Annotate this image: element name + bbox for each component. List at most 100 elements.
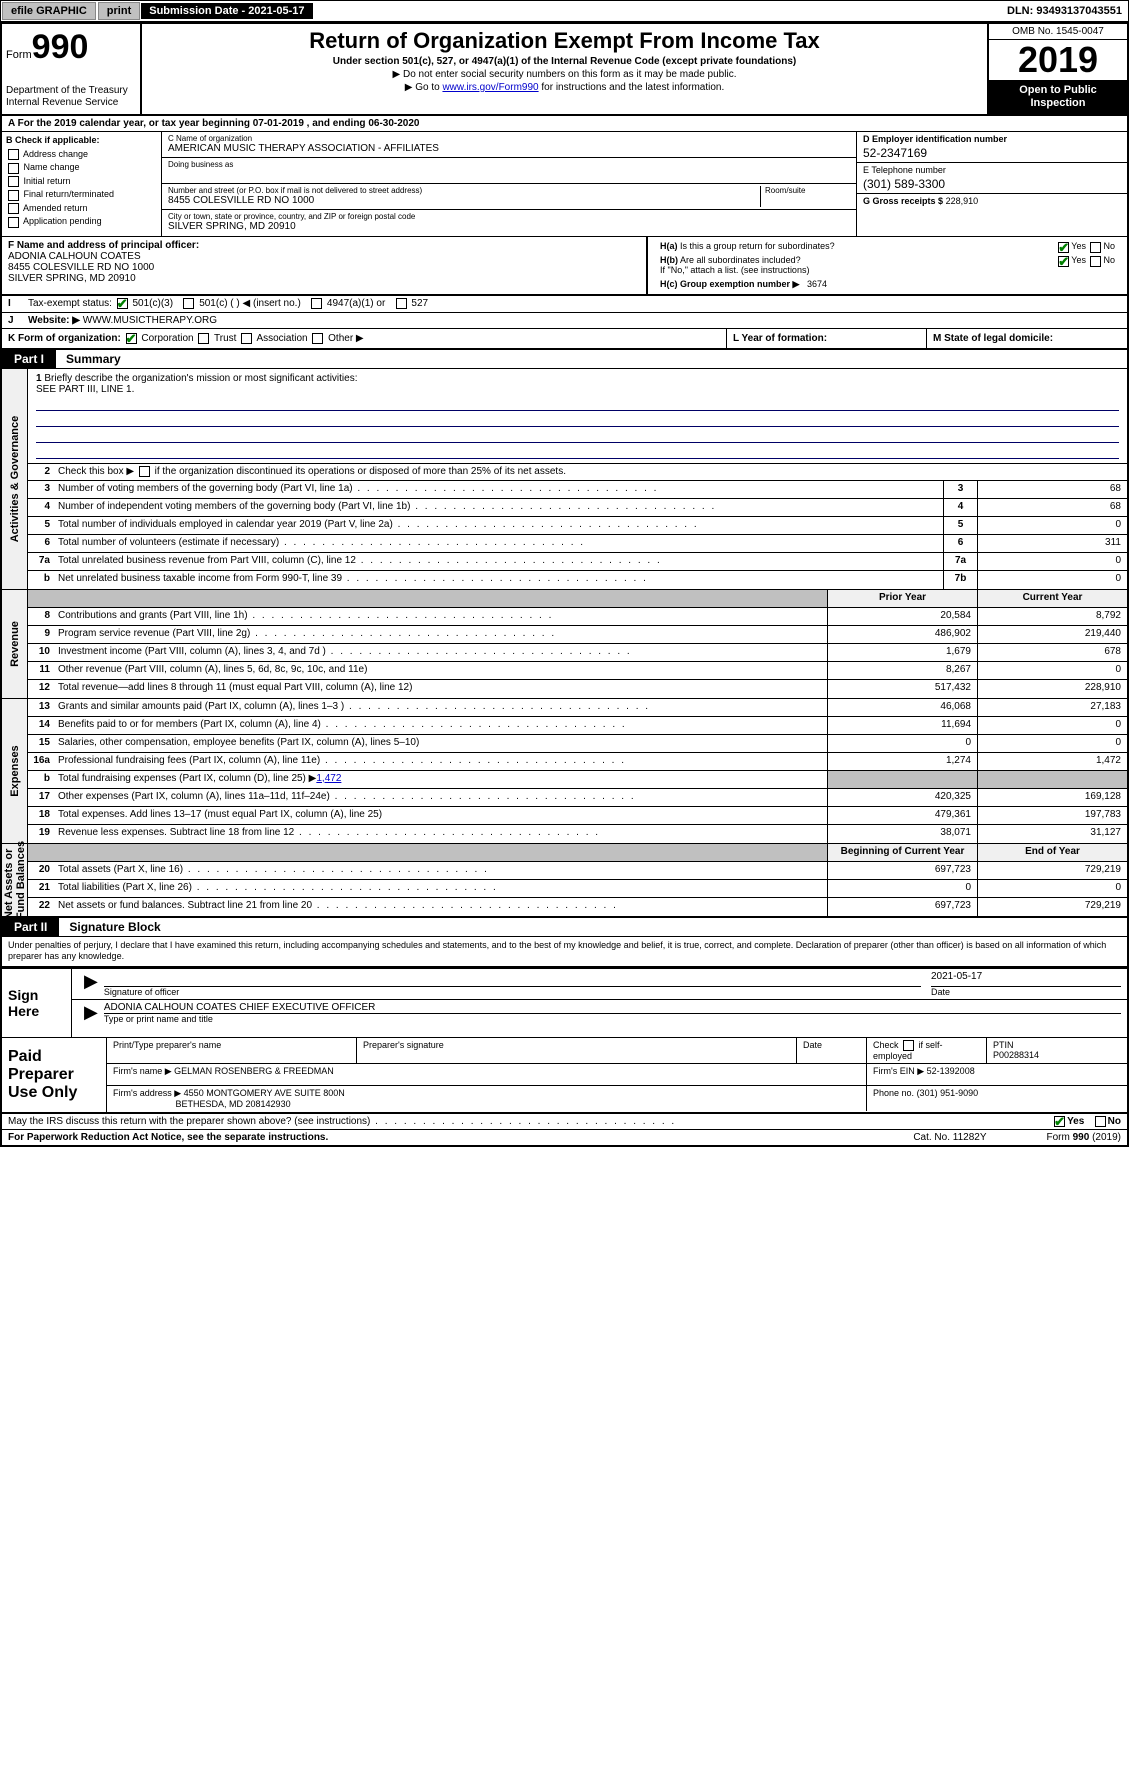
part-i-header: Part I Summary [2, 350, 1127, 369]
discuss-yes[interactable] [1054, 1116, 1065, 1127]
prep-date-hdr: Date [797, 1038, 867, 1063]
form-title: Return of Organization Exempt From Incom… [150, 28, 979, 54]
arrow-icon: ▶ [78, 1002, 104, 1024]
chk-trust[interactable] [198, 333, 209, 344]
header-center: Return of Organization Exempt From Incom… [142, 24, 987, 114]
prep-name-hdr: Print/Type preparer's name [107, 1038, 357, 1063]
chk-discontinued[interactable] [139, 466, 150, 477]
chk-527[interactable] [396, 298, 407, 309]
city-value: SILVER SPRING, MD 20910 [168, 221, 850, 232]
line-2: 2 Check this box ▶ if the organization d… [28, 463, 1127, 481]
firm-phone-label: Phone no. [873, 1088, 914, 1098]
chk-initial[interactable]: Initial return [6, 175, 157, 189]
room-label: Room/suite [765, 186, 850, 195]
chk-name[interactable]: Name change [6, 161, 157, 175]
chk-corp[interactable] [126, 333, 137, 344]
gross-value: 228,910 [946, 196, 979, 206]
efile-button[interactable]: efile GRAPHIC [2, 2, 96, 20]
line-13: 13Grants and similar amounts paid (Part … [28, 699, 1127, 717]
section-revenue: Revenue Prior Year Current Year 8Contrib… [2, 590, 1127, 699]
submission-date: Submission Date - 2021-05-17 [141, 3, 312, 19]
firm-addr2: BETHESDA, MD 208142930 [176, 1099, 291, 1109]
line-14: 14Benefits paid to or for members (Part … [28, 717, 1127, 735]
sig-name-label: Type or print name and title [104, 1014, 1121, 1024]
footer-right: Form 990 (2019) [1047, 1132, 1121, 1143]
dln-number: DLN: 93493137043551 [1007, 5, 1128, 17]
discuss-no[interactable] [1095, 1116, 1106, 1127]
chk-assoc[interactable] [241, 333, 252, 344]
firm-name: GELMAN ROSENBERG & FREEDMAN [174, 1066, 334, 1076]
discuss-text: May the IRS discuss this return with the… [8, 1116, 676, 1127]
hdr-curr: Current Year [977, 590, 1127, 607]
chk-501c3[interactable] [117, 298, 128, 309]
form-label: Form [6, 49, 32, 61]
header-right: OMB No. 1545-0047 2019 Open to PublicIns… [987, 24, 1127, 114]
chk-final[interactable]: Final return/terminated [6, 188, 157, 202]
prep-sig-hdr: Preparer's signature [357, 1038, 797, 1063]
sign-section: SignHere ▶ Signature of officer 2021-05-… [2, 967, 1127, 1038]
gross-label: G Gross receipts $ [863, 196, 943, 206]
firm-ein-label: Firm's EIN ▶ [873, 1066, 924, 1076]
hb-no[interactable] [1090, 256, 1101, 267]
omb-number: OMB No. 1545-0047 [989, 24, 1127, 40]
row-f-h: F Name and address of principal officer:… [2, 237, 1127, 295]
sig-officer-label: Signature of officer [104, 987, 921, 997]
row-a-tax-year: A For the 2019 calendar year, or tax yea… [2, 116, 1127, 132]
section-expenses: Expenses 13Grants and similar amounts pa… [2, 699, 1127, 844]
form-header: Form990 Department of the TreasuryIntern… [2, 24, 1127, 116]
sign-here-label: SignHere [2, 969, 72, 1037]
footer: For Paperwork Reduction Act Notice, see … [2, 1130, 1127, 1145]
line-10: 10Investment income (Part VIII, column (… [28, 644, 1127, 662]
org-name-label: C Name of organization [168, 134, 850, 143]
chk-4947[interactable] [311, 298, 322, 309]
irs-link[interactable]: www.irs.gov/Form990 [442, 82, 538, 93]
ein-value: 52-2347169 [863, 146, 1121, 160]
chk-other[interactable] [312, 333, 323, 344]
firm-name-label: Firm's name ▶ [113, 1066, 172, 1076]
col-c-org: C Name of organization AMERICAN MUSIC TH… [162, 132, 857, 236]
line-11: 11Other revenue (Part VIII, column (A), … [28, 662, 1127, 680]
note2-post: for instructions and the latest informat… [539, 82, 725, 93]
chk-pending[interactable]: Application pending [6, 215, 157, 229]
form-number: 990 [32, 28, 89, 66]
hc-value: 3674 [807, 279, 827, 289]
col-d-ids: D Employer identification number 52-2347… [857, 132, 1127, 236]
firm-ein: 52-1392008 [927, 1066, 975, 1076]
phone-value: (301) 589-3300 [863, 177, 1121, 191]
j-value: WWW.MUSICTHERAPY.ORG [83, 315, 217, 326]
l-label: L Year of formation: [733, 333, 827, 344]
fundraising-link[interactable]: 1,472 [316, 773, 341, 784]
footer-left: For Paperwork Reduction Act Notice, see … [8, 1132, 328, 1143]
hc-row: H(c) Group exemption number ▶ 3674 [654, 277, 1121, 292]
section-governance: Activities & Governance 1 Briefly descri… [2, 369, 1127, 590]
chk-amended[interactable]: Amended return [6, 202, 157, 216]
print-button[interactable]: print [98, 2, 140, 20]
arrow-icon: ▶ [78, 971, 104, 997]
chk-self-emp[interactable] [903, 1040, 914, 1051]
tax-year: 2019 [989, 40, 1127, 80]
line-6: 6Total number of volunteers (estimate if… [28, 535, 1127, 553]
part-ii-header: Part II Signature Block [2, 918, 1127, 937]
line-20: 20Total assets (Part X, line 16) 697,723… [28, 862, 1127, 880]
header-left: Form990 Department of the TreasuryIntern… [2, 24, 142, 114]
ha-no[interactable] [1090, 242, 1101, 253]
ha-yes[interactable] [1058, 242, 1069, 253]
hb-row: H(b) Are all subordinates included? Yes … [654, 253, 1121, 277]
v5: 0 [977, 517, 1127, 534]
chk-501c[interactable] [183, 298, 194, 309]
l1-value: SEE PART III, LINE 1. [36, 384, 134, 395]
chk-address[interactable]: Address change [6, 148, 157, 162]
line-5: 5Total number of individuals employed in… [28, 517, 1127, 535]
org-name: AMERICAN MUSIC THERAPY ASSOCIATION - AFF… [168, 143, 850, 154]
hc-label: H(c) Group exemption number ▶ [660, 279, 799, 289]
m-label: M State of legal domicile: [933, 333, 1053, 344]
hb-yes[interactable] [1058, 256, 1069, 267]
firm-addr1: 4550 MONTGOMERY AVE SUITE 800N [184, 1088, 345, 1098]
line-19: 19Revenue less expenses. Subtract line 1… [28, 825, 1127, 843]
sig-date-label: Date [931, 987, 1121, 997]
side-net-assets: Net Assets orFund Balances [2, 844, 28, 916]
sig-name: ADONIA CALHOUN COATES CHIEF EXECUTIVE OF… [104, 1002, 1121, 1014]
ptin-value: P00288314 [993, 1050, 1039, 1060]
addr-value: 8455 COLESVILLE RD NO 1000 [168, 195, 760, 206]
dept-treasury: Department of the TreasuryInternal Reven… [6, 85, 136, 109]
